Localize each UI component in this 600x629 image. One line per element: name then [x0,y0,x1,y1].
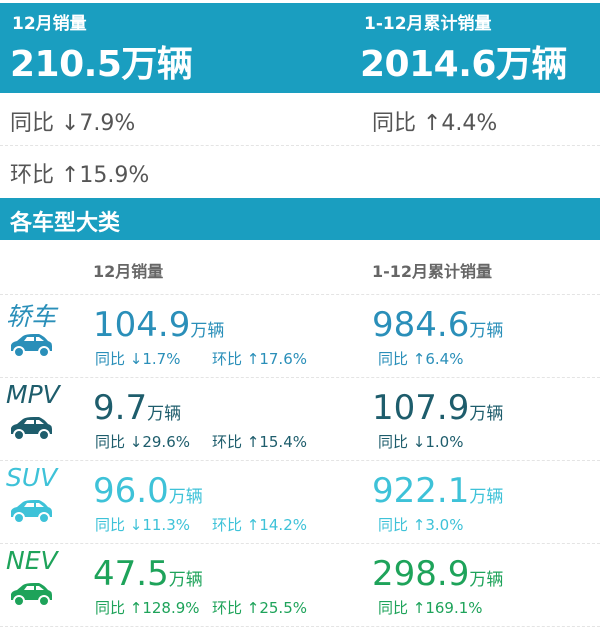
ytd-total: 2014.6万辆 [360,35,567,87]
divider [0,543,600,544]
unit: 万辆 [168,487,203,507]
section-header: 各车型大类 [0,198,600,240]
ytd-label: 1-12月累计销量 [364,14,492,34]
unit: 万辆 [190,321,225,341]
unit: 万辆 [168,570,203,590]
ytd-sales: 298.9万辆 [372,554,503,594]
month-value: 47.5 [93,554,169,594]
ytd-yoy: 同比 ↑169.1% [378,599,483,617]
divider [0,145,600,146]
month-value: 210.5 [10,44,122,85]
month-value: 96.0 [93,471,169,511]
category-name: NEV [6,546,58,575]
ytd-value: 107.9 [372,388,470,428]
unit: 万辆 [495,44,568,85]
month-sales: 96.0万辆 [93,471,203,511]
column-month: 12月销量 [93,262,164,281]
divider [0,294,600,295]
month-total: 210.5万辆 [10,35,193,87]
ytd-sales: 107.9万辆 [372,388,503,428]
ytd-yoy: 同比 ↑3.0% [378,516,464,534]
ytd-value: 984.6 [372,305,470,345]
month-sales: 9.7万辆 [93,388,181,428]
month-sales: 104.9万辆 [93,305,224,345]
divider [0,377,600,378]
ytd-sales: 984.6万辆 [372,305,503,345]
category-name: 轿车 [6,302,57,331]
section-title: 各车型大类 [10,211,121,236]
unit: 万辆 [147,404,182,424]
month-mom: 环比 ↑15.4% [212,433,307,451]
month-value: 104.9 [93,305,191,345]
summary-header: 12月销量 210.5万辆 1-12月累计销量 2014.6万辆 [0,3,600,93]
ytd-value: 2014.6 [360,44,496,85]
month-yoy: 同比 ↑128.9% [95,599,200,617]
month-yoy: 同比 ↓1.7% [95,350,181,368]
column-ytd: 1-12月累计销量 [372,262,493,281]
unit: 万辆 [469,321,504,341]
category-name: MPV [6,380,60,409]
nev-icon [11,583,52,607]
month-yoy: 同比 ↓29.6% [95,433,190,451]
divider [0,626,600,627]
unit: 万辆 [121,44,193,85]
month-label: 12月销量 [12,14,87,34]
ytd-value: 298.9 [372,554,470,594]
unit: 万辆 [469,404,504,424]
month-mom: 环比 ↑14.2% [212,516,307,534]
ytd-yoy: 同比 ↑4.4% [372,111,498,136]
ytd-yoy: 同比 ↓1.0% [378,433,464,451]
month-mom: 环比 ↑15.9% [10,163,150,188]
sedan-icon [11,334,52,358]
month-yoy: 同比 ↓7.9% [10,111,136,136]
category-name: SUV [6,463,58,492]
mpv-icon [11,417,52,441]
unit: 万辆 [469,570,504,590]
ytd-sales: 922.1万辆 [372,471,503,511]
divider [0,460,600,461]
month-mom: 环比 ↑17.6% [212,350,307,368]
ytd-yoy: 同比 ↑6.4% [378,350,464,368]
month-mom: 环比 ↑25.5% [212,599,307,617]
suv-icon [11,500,52,524]
unit: 万辆 [469,487,504,507]
month-yoy: 同比 ↓11.3% [95,516,190,534]
ytd-value: 922.1 [372,471,470,511]
month-value: 9.7 [93,388,148,428]
month-sales: 47.5万辆 [93,554,203,594]
